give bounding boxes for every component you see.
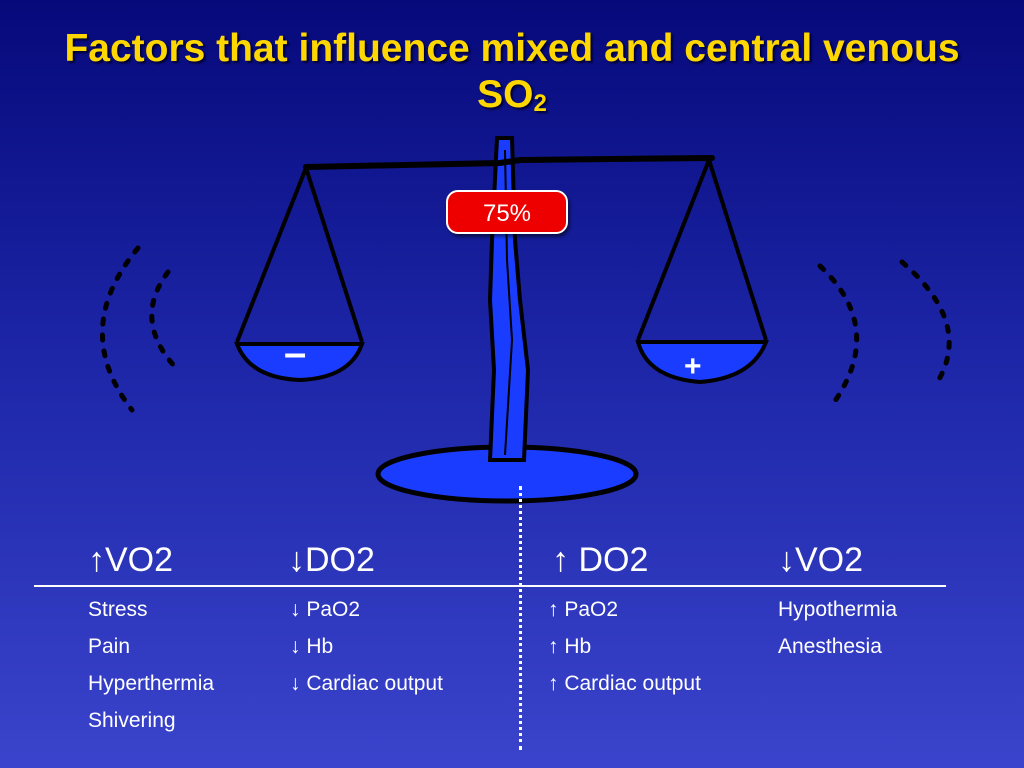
title-line-1: Factors that influence mixed and central… — [64, 27, 960, 70]
list-item: ↓ Hb — [290, 635, 334, 658]
header-divider — [34, 585, 946, 587]
list-increased-do2: ↑ PaO2 ↑ Hb ↑ Cardiac output — [548, 595, 701, 706]
list-item: Shivering — [88, 709, 176, 732]
list-item: Hypothermia — [778, 598, 898, 621]
right-motion-lines — [817, 259, 952, 411]
saturation-badge: 75% — [446, 190, 568, 234]
list-item: ↓ PaO2 — [290, 598, 361, 621]
title-subscript: 2 — [533, 90, 547, 117]
down-arrow-icon: ↓ — [778, 541, 795, 579]
slide-title: Factors that influence mixed and central… — [0, 26, 1024, 118]
list-increased-vo2: Stress Pain Hyperthermia Shivering — [88, 595, 214, 743]
list-item: ↑ Hb — [548, 635, 592, 658]
up-arrow-icon: ↑ — [552, 541, 569, 579]
center-dotted-divider — [519, 486, 522, 750]
list-item: Anesthesia — [778, 635, 882, 658]
list-decreased-do2: ↓ PaO2 ↓ Hb ↓ Cardiac output — [290, 595, 443, 706]
list-item: Pain — [88, 635, 131, 658]
list-item: Hyperthermia — [88, 672, 215, 695]
down-arrow-icon: ↓ — [288, 541, 305, 579]
minus-sign: – — [284, 331, 307, 375]
title-so: SO — [477, 73, 534, 116]
right-pan — [635, 340, 769, 385]
title-line-2: SO2 — [0, 72, 1024, 118]
list-item: ↓ Cardiac output — [290, 672, 443, 695]
scale-beam — [303, 155, 715, 170]
up-arrow-icon: ↑ — [88, 541, 105, 579]
list-item: ↑ Cardiac output — [548, 672, 701, 695]
header-increased-do2: ↑ DO2 — [552, 541, 649, 579]
list-decreased-vo2: Hypothermia Anesthesia — [778, 595, 897, 669]
list-item: ↑ PaO2 — [548, 598, 619, 621]
left-pan — [234, 342, 365, 383]
header-increased-vo2: ↑VO2 — [88, 541, 174, 579]
left-motion-lines — [100, 245, 179, 413]
plus-sign: + — [684, 350, 702, 383]
header-decreased-vo2: ↓VO2 — [778, 541, 864, 579]
list-item: Stress — [88, 598, 148, 621]
header-decreased-do2: ↓DO2 — [288, 541, 375, 579]
